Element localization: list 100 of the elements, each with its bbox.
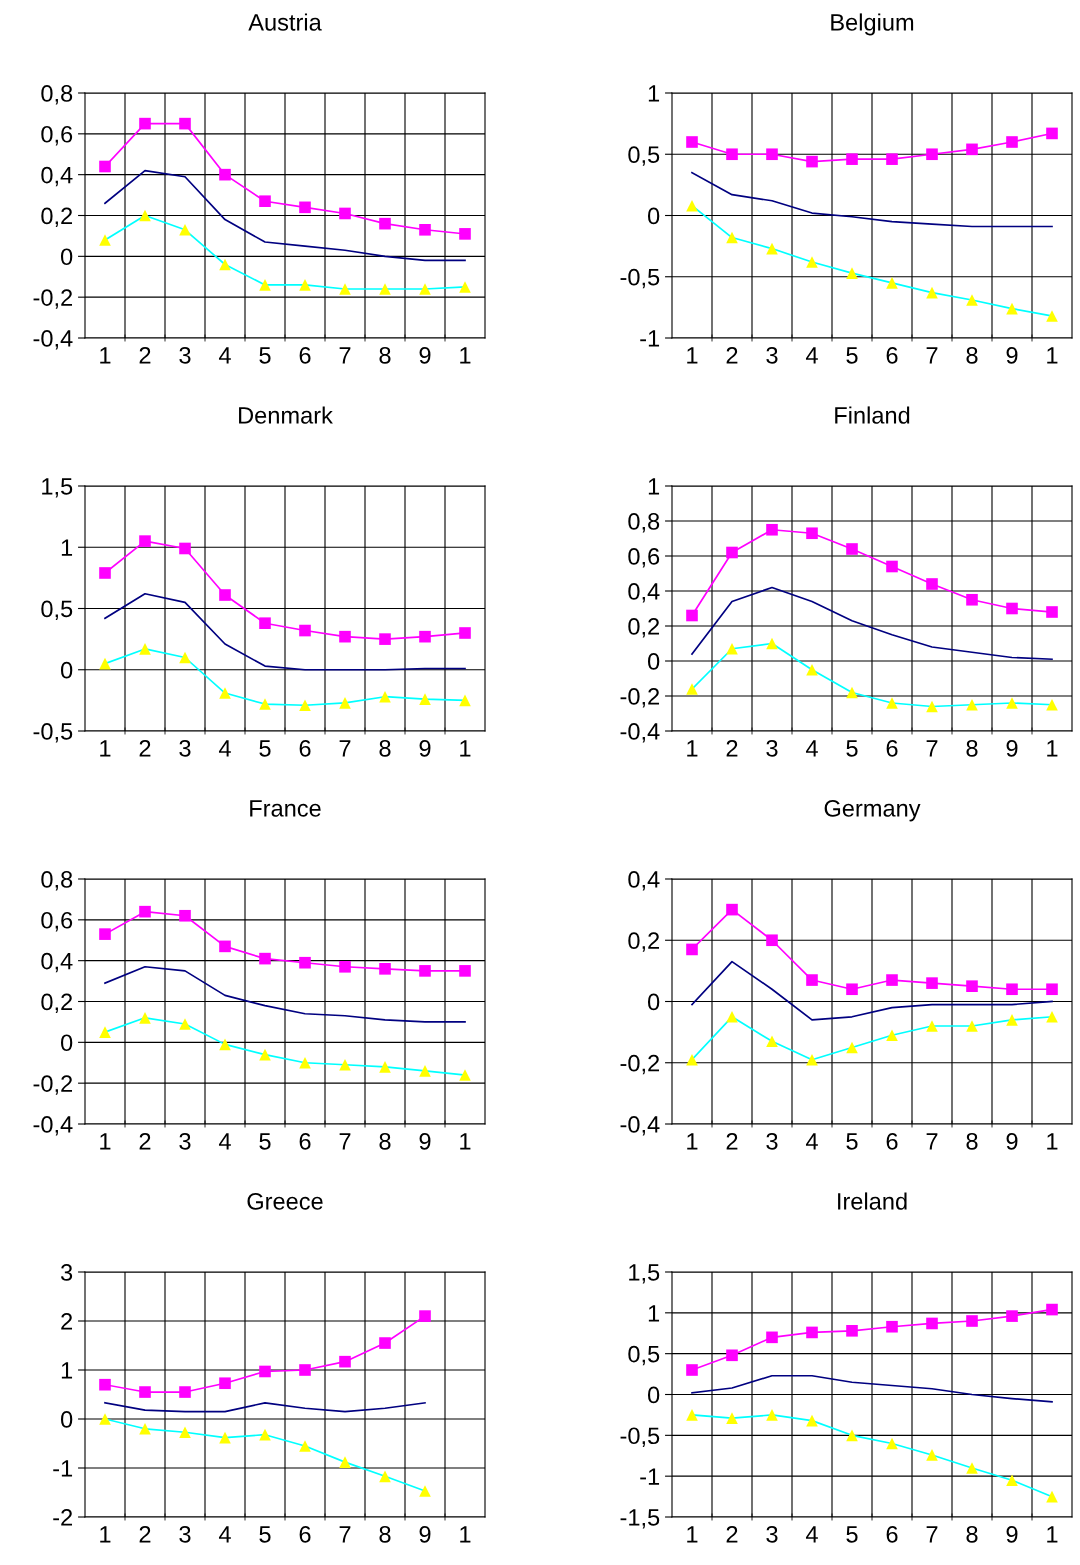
point [339,1058,351,1071]
line-series [691,1374,1053,1403]
x-tick-label: 8 [966,346,978,364]
point [219,687,231,699]
point [259,279,271,291]
point [726,546,738,559]
point [726,642,738,655]
y-tick-label: 0 [60,661,73,679]
point [846,983,858,996]
y-tick-label: 0,4 [628,583,660,603]
point [766,934,778,947]
x-tick-label: 7 [339,740,351,757]
point [726,903,738,916]
y-tick-label: 0,2 [628,932,660,952]
x-tick-label: 9 [419,1525,431,1543]
point [419,1485,431,1497]
x-tick-label: 4 [805,740,818,757]
y-tick-label: 0,2 [41,993,73,1014]
x-tick-label: 6 [886,346,898,364]
point [966,1315,978,1327]
y-tick-label: 3 [60,1264,73,1281]
point [379,1337,391,1349]
point [99,160,111,173]
x-tick-label: 5 [259,1133,271,1150]
x-tick-label: 9 [419,739,431,757]
line-series [104,592,466,671]
point [766,1331,778,1344]
point [1006,1310,1018,1322]
point [726,148,738,161]
point [339,960,351,973]
point [339,697,351,709]
x-tick-label: 2 [726,739,738,757]
y-tick-label: 0 [60,248,73,266]
x-tick-label: 5 [846,1133,858,1150]
point [1006,983,1018,996]
point [459,228,471,240]
x-tick-label: 9 [1006,1132,1018,1150]
y-tick-label: 0,2 [628,618,660,638]
x-tick-label: 3 [179,1132,191,1150]
x-tick-label: 1 [1047,1526,1058,1543]
point [339,1355,351,1368]
point [139,1012,151,1024]
point [686,199,698,212]
point [886,974,898,986]
x-tick-label: 4 [218,1526,231,1543]
point [886,1029,898,1041]
chart-title: Germany [824,800,921,822]
y-tick-label: -0,2 [33,289,73,309]
line-series [104,169,466,262]
y-tick-label: 1,5 [629,1264,660,1284]
point [459,281,471,293]
point [379,963,391,975]
x-tick-label: 3 [179,739,191,757]
x-tick-label: 1 [1047,347,1058,364]
y-tick-label: 0,5 [628,146,660,166]
point [179,1426,191,1439]
point [419,283,431,295]
x-tick-label: 1 [100,347,111,364]
y-tick-label: -2 [53,1509,73,1526]
point [886,560,898,573]
x-tick-label: 7 [926,1526,938,1543]
point [686,943,698,956]
x-tick-label: 5 [259,347,271,364]
y-tick-label: -1 [53,1460,73,1477]
x-tick-label: 5 [259,740,271,757]
point [299,279,311,291]
point [686,1364,698,1376]
x-tick-label: 1 [460,740,471,757]
point [926,977,938,989]
x-tick-label: 5 [259,1526,271,1543]
point [339,630,351,643]
x-tick-label: 2 [139,1132,151,1150]
point [459,1069,471,1081]
x-tick-label: 1 [687,1133,698,1150]
point [259,195,271,208]
point [766,1409,778,1421]
point [99,928,111,940]
point [259,1365,271,1378]
x-tick-label: 3 [766,346,778,364]
x-tick-label: 2 [139,739,151,757]
point [379,690,391,703]
y-tick-label: 0 [60,1411,73,1428]
chart-title: Finland [835,406,910,424]
point [259,617,271,630]
x-tick-label: 1 [100,740,111,757]
point [846,1324,858,1337]
point [379,633,391,645]
point [459,627,471,639]
x-tick-label: 3 [179,1525,191,1543]
point [139,117,151,130]
point [219,1377,231,1390]
point [806,1326,818,1339]
x-tick-label: 6 [299,1525,311,1543]
x-tick-label: 8 [966,1132,978,1150]
point [1006,136,1018,148]
point [419,223,431,236]
line-series [104,1401,426,1413]
y-tick-label: -1 [640,330,660,347]
x-tick-label: 8 [966,739,978,757]
chart-title: Austria [248,13,322,31]
